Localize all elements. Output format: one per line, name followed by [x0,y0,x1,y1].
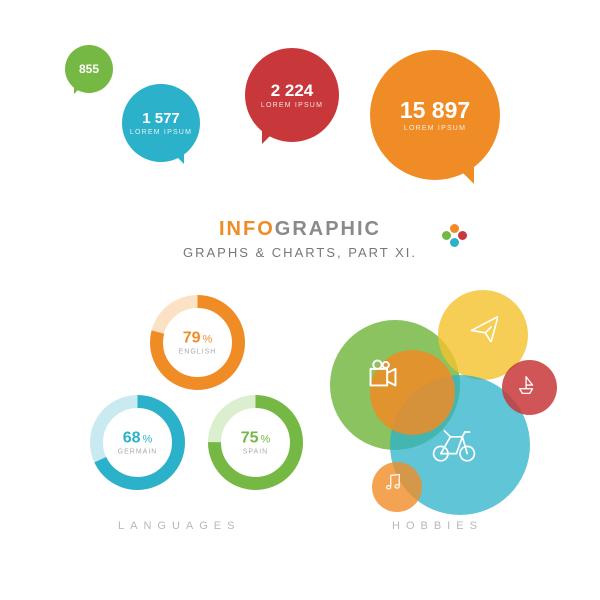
stat-bubble-b3: 2 224 LOREM IPSUM [245,48,339,142]
donut-germain: 68%GERMAIN [90,395,185,490]
bubble-tail [262,128,278,144]
donut-label: 68%GERMAIN [118,429,158,456]
bicycle-icon [430,420,478,473]
camera-icon [365,355,401,396]
stat-bubble-b1: 855 [65,45,113,93]
title-main: INFOGRAPHIC [0,218,600,241]
title-block: INFOGRAPHIC GRAPHS & CHARTS, PART XI. [0,218,600,260]
donut-spain: 75%SPAIN [208,395,303,490]
bubble-tail [170,150,184,164]
bubble-subtext: LOREM IPSUM [404,125,466,132]
donut-english: 79%ENGLISH [150,295,245,390]
bubble-value: 2 224 [271,82,314,99]
bubble-value: 1 577 [142,111,180,126]
bubble-subtext: LOREM IPSUM [261,102,323,109]
boat-icon [515,374,539,403]
brand-mark [442,224,468,250]
bubble-tail [451,161,474,184]
stat-bubble-b4: 15 897 LOREM IPSUM [370,50,500,180]
stat-bubble-b2: 1 577 LOREM IPSUM [122,84,200,162]
bubble-value: 855 [79,63,99,75]
section-title-hobbies: HOBBIES [392,520,483,532]
plane-icon [468,312,498,347]
donut-label: 75%SPAIN [241,429,271,456]
bubble-subtext: LOREM IPSUM [130,129,192,136]
music-icon [384,472,406,499]
title-sub: GRAPHS & CHARTS, PART XI. [0,245,600,260]
bubble-tail [74,86,82,94]
bubble-value: 15 897 [400,99,470,122]
donut-label: 79%ENGLISH [179,329,217,356]
section-title-languages: LANGUAGES [118,520,240,532]
